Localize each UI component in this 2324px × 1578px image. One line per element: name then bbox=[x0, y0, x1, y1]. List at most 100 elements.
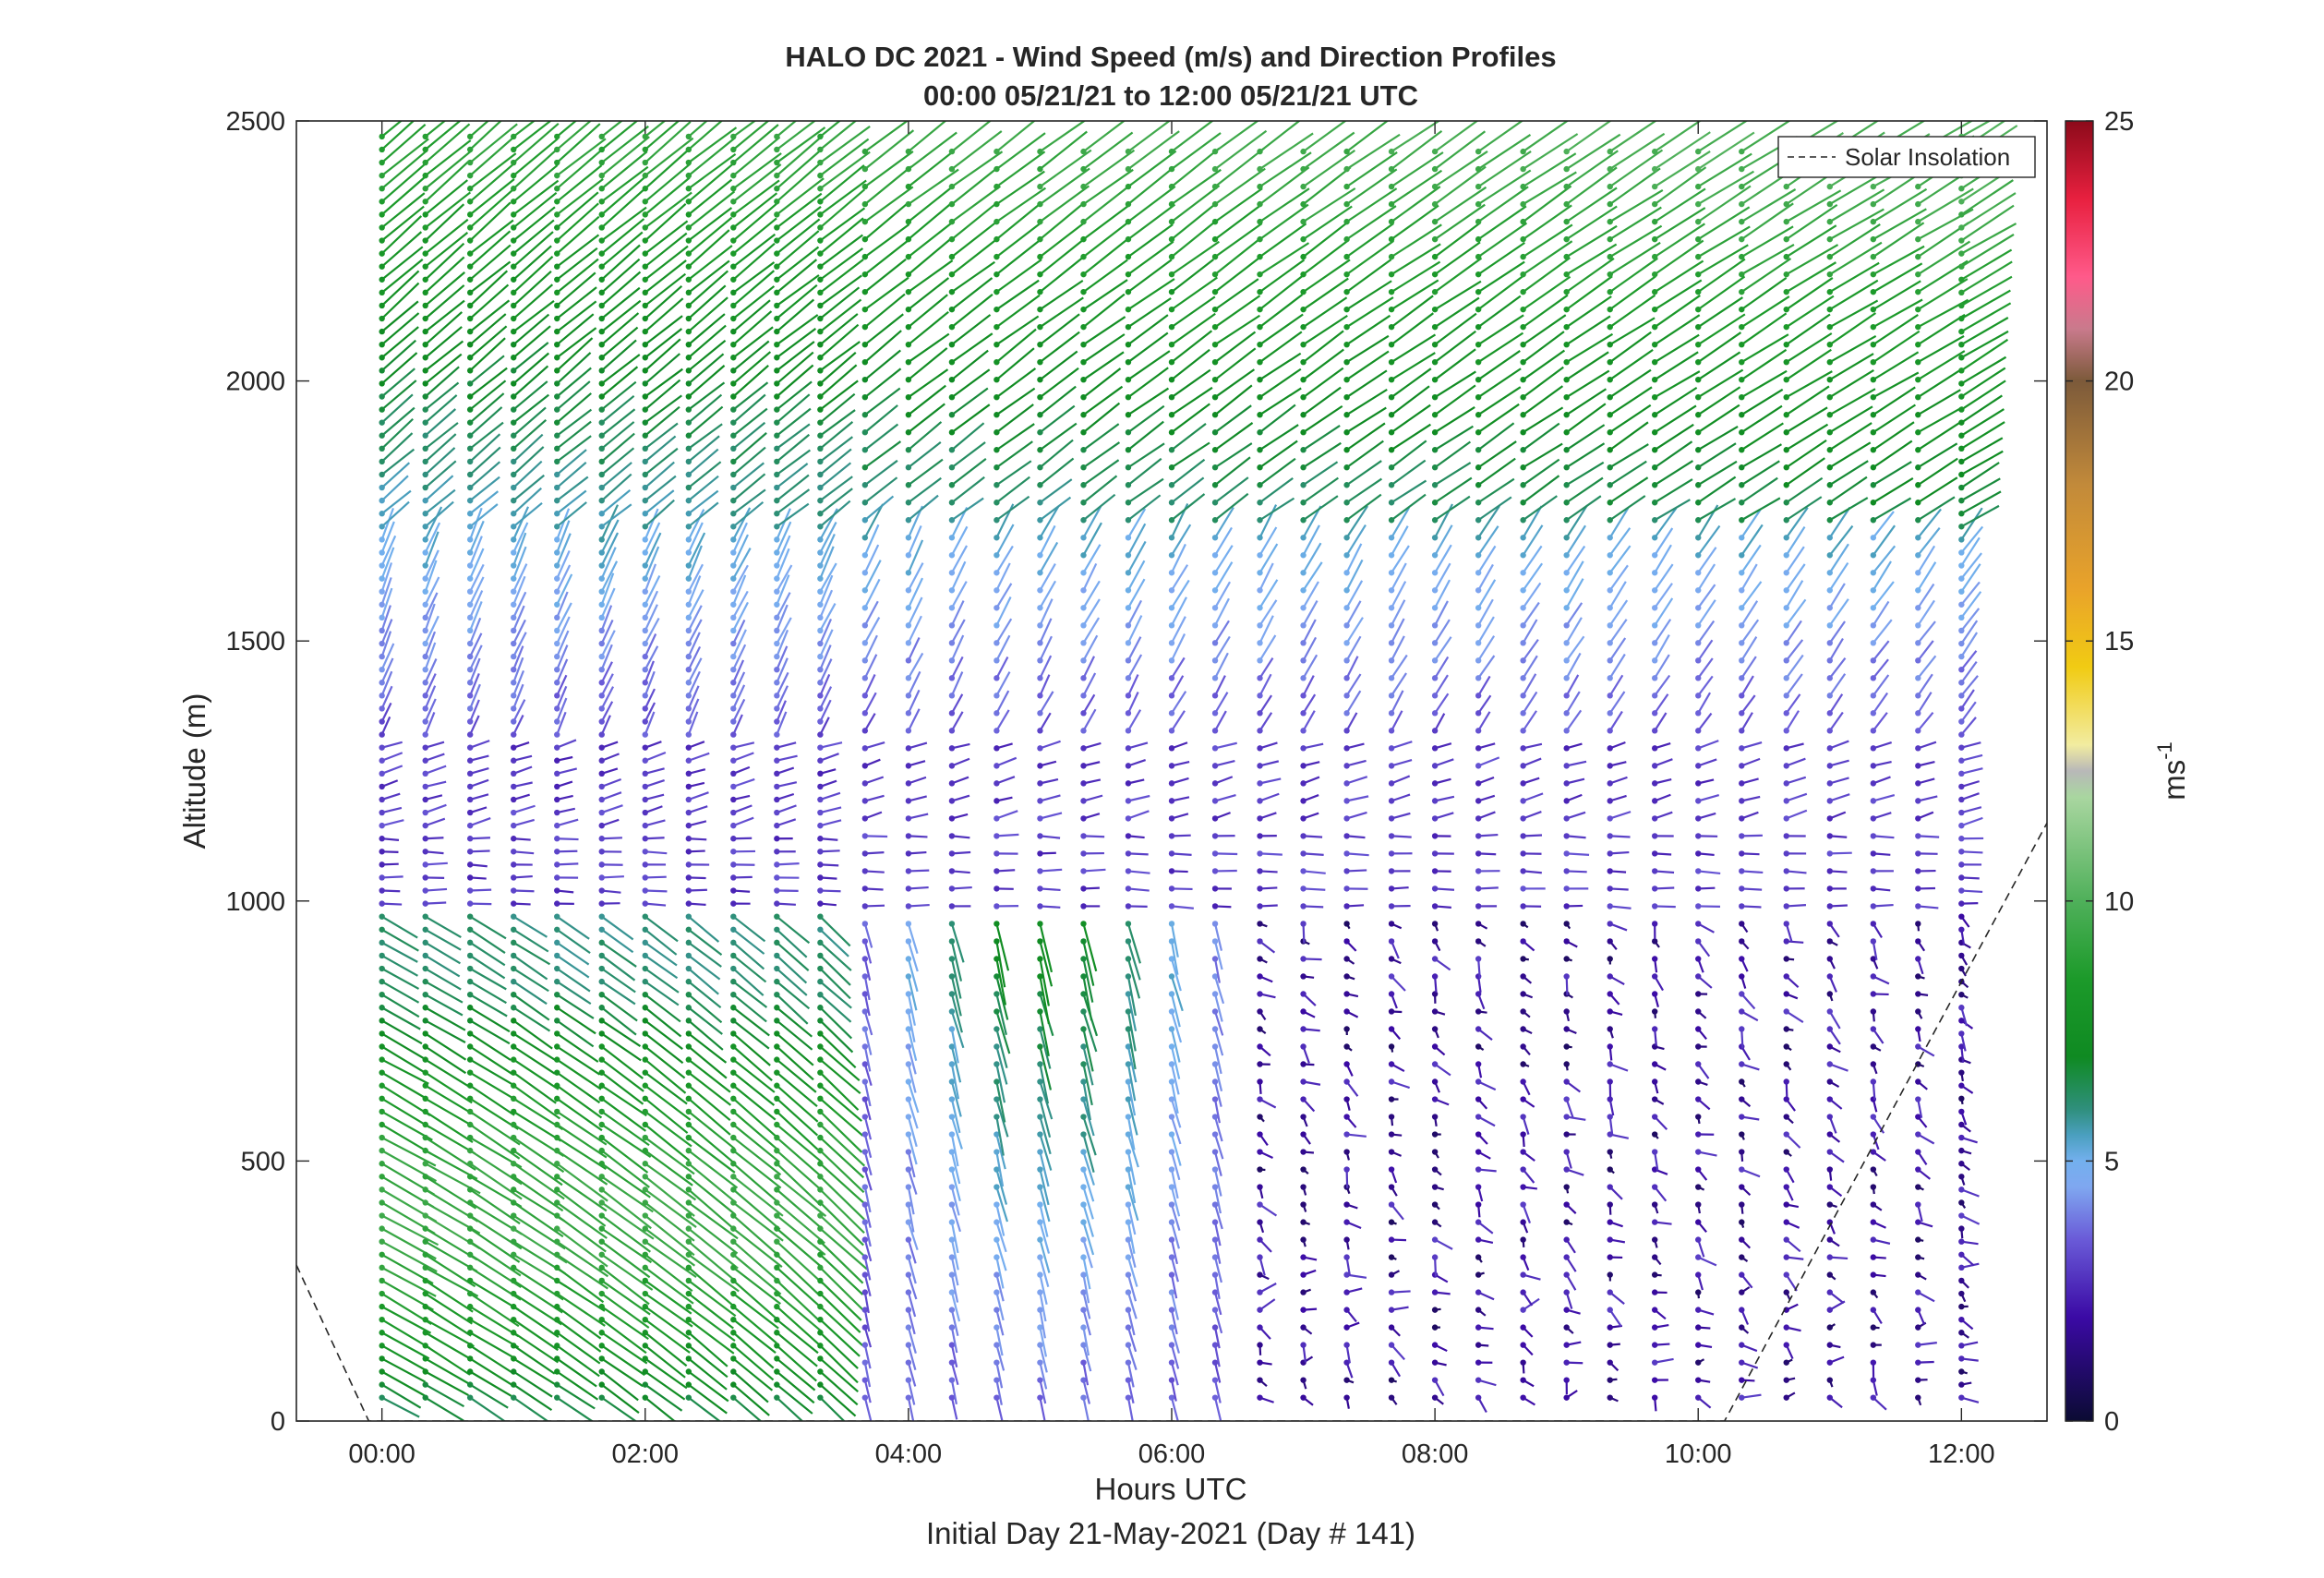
wind-barb-point bbox=[1168, 903, 1175, 909]
wind-barb-point bbox=[861, 1114, 869, 1120]
wind-barb-point bbox=[1037, 763, 1043, 769]
wind-barb-point bbox=[774, 718, 780, 725]
wind-barb-shaft bbox=[469, 178, 515, 216]
wind-barb bbox=[511, 645, 524, 673]
wind-barb-point bbox=[1168, 517, 1175, 524]
wind-barb-shaft bbox=[469, 994, 508, 1018]
wind-barb-point bbox=[598, 1095, 605, 1102]
wind-barb bbox=[817, 861, 839, 868]
wind-barb bbox=[422, 460, 457, 491]
wind-barb-shaft bbox=[644, 1006, 682, 1038]
wind-barb bbox=[1080, 833, 1105, 839]
wind-barb bbox=[1125, 494, 1162, 524]
wind-barb bbox=[685, 1174, 736, 1215]
wind-barb bbox=[554, 1030, 599, 1063]
wind-barb-point bbox=[642, 172, 648, 179]
wind-barb bbox=[598, 1095, 646, 1132]
wind-barb-point bbox=[379, 484, 385, 491]
wind-barb bbox=[511, 121, 552, 153]
wind-barb-shaft bbox=[864, 741, 885, 750]
wind-barb-point bbox=[948, 500, 956, 506]
wind-barb-point bbox=[511, 965, 517, 972]
wind-barb-shaft bbox=[380, 259, 424, 294]
wind-barb-shaft bbox=[512, 1396, 549, 1421]
wind-barb-point bbox=[1080, 763, 1087, 769]
wind-barb bbox=[642, 137, 694, 179]
wind-barb-shaft bbox=[732, 994, 767, 1023]
wind-barb-shaft bbox=[380, 619, 393, 644]
wind-barb-point bbox=[1168, 1043, 1175, 1050]
wind-barb-point bbox=[466, 393, 474, 400]
wind-barb-point bbox=[1037, 500, 1043, 506]
wind-barb-point bbox=[642, 978, 648, 985]
wind-barb bbox=[466, 219, 514, 257]
wind-barb-point bbox=[422, 1095, 428, 1102]
wind-barb-point bbox=[422, 341, 428, 348]
wind-barb-point bbox=[774, 614, 780, 621]
wind-barb-point bbox=[466, 1187, 474, 1193]
wind-barb-point bbox=[861, 394, 869, 401]
wind-barb-shaft bbox=[776, 818, 797, 827]
wind-barb bbox=[422, 408, 457, 439]
wind-barb-point bbox=[1168, 1219, 1175, 1225]
wind-barb bbox=[598, 874, 624, 881]
wind-barb bbox=[730, 874, 753, 881]
wind-barb-point bbox=[598, 952, 605, 959]
wind-barb-shaft bbox=[688, 284, 727, 319]
wind-barb-point bbox=[685, 680, 692, 686]
wind-barb-shaft bbox=[556, 1124, 608, 1159]
wind-barb bbox=[422, 1069, 473, 1104]
wind-barb-point bbox=[511, 653, 517, 660]
wind-barb-shaft bbox=[469, 1396, 506, 1421]
wind-barb-shaft bbox=[601, 421, 635, 450]
wind-barb-point bbox=[730, 1212, 737, 1219]
wind-barb bbox=[554, 755, 573, 764]
wind-barb-shaft bbox=[688, 1396, 722, 1421]
wind-barb bbox=[1125, 868, 1150, 874]
wind-barb-shaft bbox=[425, 837, 444, 840]
wind-barb-shaft bbox=[556, 1162, 608, 1202]
wind-barb-shaft bbox=[1082, 221, 1130, 259]
wind-barb bbox=[511, 1030, 557, 1062]
wind-barb-shaft bbox=[1040, 812, 1063, 820]
wind-barb bbox=[554, 978, 592, 1006]
wind-barb-point bbox=[598, 575, 605, 582]
wind-barb-shaft bbox=[688, 1306, 736, 1342]
wind-barb-point bbox=[598, 133, 605, 140]
wind-barb bbox=[511, 818, 535, 829]
wind-barb-point bbox=[466, 432, 474, 439]
wind-barb-point bbox=[642, 1290, 648, 1297]
wind-barb-point bbox=[511, 601, 517, 608]
wind-barb bbox=[1037, 885, 1061, 892]
wind-barb bbox=[1037, 439, 1074, 471]
wind-barb bbox=[817, 686, 833, 712]
wind-barb-point bbox=[642, 1303, 648, 1310]
wind-barb-point bbox=[1080, 429, 1087, 436]
wind-barb-shaft bbox=[381, 1124, 432, 1155]
wind-barb bbox=[554, 644, 569, 673]
wind-barb-point bbox=[554, 1277, 560, 1284]
wind-barb bbox=[466, 367, 508, 400]
wind-barb bbox=[466, 152, 517, 192]
wind-barb-point bbox=[511, 159, 517, 166]
wind-barb-point bbox=[774, 133, 780, 140]
wind-barb-shaft bbox=[688, 353, 725, 385]
wind-barb bbox=[993, 423, 1035, 453]
wind-barb-shaft bbox=[380, 716, 391, 736]
wind-barb bbox=[730, 849, 756, 855]
wind-barb-point bbox=[948, 1096, 956, 1102]
wind-barb-point bbox=[905, 1394, 912, 1401]
wind-barb-point bbox=[466, 939, 474, 946]
wind-barb-point bbox=[905, 903, 912, 909]
wind-barb-shaft bbox=[601, 818, 620, 827]
wind-barb-point bbox=[422, 575, 428, 582]
wind-barb-shaft bbox=[469, 1162, 523, 1200]
wind-barb-shaft bbox=[469, 507, 483, 540]
wind-barb-shaft bbox=[380, 282, 420, 319]
wind-barb-shaft bbox=[512, 1357, 558, 1387]
wind-barb-point bbox=[685, 849, 692, 855]
wind-barb bbox=[466, 1290, 520, 1328]
wind-barb-shaft bbox=[601, 151, 648, 190]
wind-barb-shaft bbox=[424, 326, 463, 359]
wind-barb bbox=[642, 1030, 684, 1065]
